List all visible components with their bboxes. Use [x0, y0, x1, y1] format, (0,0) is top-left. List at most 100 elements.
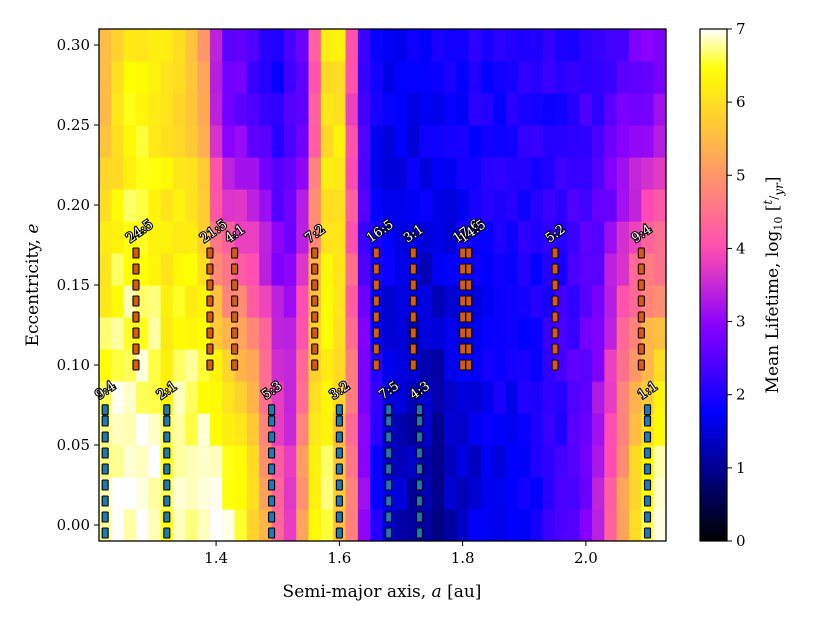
heatmap-cell [135, 413, 149, 446]
heatmap-cell [579, 285, 593, 318]
colorbar-tick-label: 5 [736, 166, 746, 184]
y-tick-label: 0.20 [57, 196, 90, 214]
heatmap-cell [407, 125, 421, 158]
heatmap-cell [185, 61, 199, 94]
heatmap-cell [530, 413, 544, 446]
heatmap-cell [320, 349, 334, 382]
heatmap-cell [345, 445, 359, 478]
resonance-marker [132, 263, 140, 275]
heatmap-cell [505, 381, 519, 414]
heatmap-cell [518, 189, 532, 222]
heatmap-cell [308, 445, 322, 478]
heatmap-cell [394, 221, 408, 254]
heatmap-cell [135, 381, 149, 414]
heatmap-cell [222, 477, 236, 510]
heatmap-cell [234, 349, 248, 382]
heatmap-cell [567, 253, 581, 286]
heatmap-cell [456, 413, 470, 446]
heatmap-cell [123, 413, 137, 446]
heatmap-cell [592, 253, 605, 286]
heatmap-cell [222, 253, 236, 286]
heatmap-cell [419, 61, 433, 94]
heatmap-cell [518, 509, 532, 541]
heatmap-cell [185, 253, 199, 286]
heatmap-cell [431, 29, 445, 62]
heatmap-cell [135, 477, 149, 510]
heatmap-cell [481, 93, 495, 126]
heatmap-cell [111, 29, 125, 62]
heatmap-cell [604, 221, 618, 254]
heatmap-cell [197, 157, 211, 190]
resonance-marker [409, 343, 417, 355]
heatmap-cell [271, 157, 285, 190]
heatmap-cell [148, 509, 162, 541]
resonance-marker [268, 431, 276, 443]
resonance-marker [409, 279, 417, 291]
heatmap-cell [579, 61, 593, 94]
heatmap-cell [592, 509, 605, 541]
heatmap-cell [246, 189, 260, 222]
heatmap-cell [468, 29, 482, 62]
resonance-marker [231, 247, 239, 259]
heatmap-cell [209, 189, 223, 222]
heatmap-cell [197, 413, 211, 446]
heatmap-cell [259, 61, 273, 94]
heatmap-cell [505, 317, 519, 350]
heatmap-cell [382, 157, 396, 190]
heatmap-cell [616, 317, 630, 350]
heatmap-cell [493, 157, 507, 190]
heatmap-cell [160, 221, 174, 254]
heatmap-cell [641, 93, 655, 126]
resonance-marker [231, 263, 239, 275]
heatmap-cell [641, 29, 655, 62]
heatmap-cell [382, 189, 396, 222]
heatmap-cell [185, 445, 199, 478]
resonance-marker [643, 415, 652, 427]
heatmap-cell [394, 189, 408, 222]
heatmap-cell [419, 317, 433, 350]
resonance-marker [163, 479, 171, 491]
heatmap-cell [555, 381, 568, 414]
heatmap-cell [641, 317, 655, 350]
heatmap-cell [641, 157, 655, 190]
heatmap-cell [653, 413, 666, 446]
heatmap-cell [99, 125, 112, 158]
heatmap-cell [616, 349, 630, 382]
heatmap-cell [629, 413, 642, 446]
heatmap-cell [653, 317, 666, 350]
resonance-marker [465, 263, 473, 275]
heatmap-cell [629, 93, 642, 126]
heatmap-cell [197, 93, 211, 126]
heatmap-cell [209, 93, 223, 126]
heatmap-cell [592, 381, 605, 414]
heatmap-cell [320, 509, 334, 541]
heatmap-cell [123, 445, 137, 478]
heatmap-cell [493, 477, 507, 510]
resonance-marker [268, 479, 276, 491]
heatmap-cell [259, 317, 273, 350]
heatmap-cell [468, 317, 482, 350]
heatmap-cell [99, 349, 112, 382]
heatmap-cell [567, 157, 581, 190]
heatmap-cell [604, 381, 618, 414]
heatmap-cell [123, 125, 137, 158]
heatmap-cell [320, 125, 334, 158]
heatmap-cell [123, 509, 137, 541]
heatmap-cell [197, 125, 211, 158]
heatmap-cell [468, 445, 482, 478]
heatmap-cell [407, 93, 421, 126]
heatmap-cell [135, 125, 149, 158]
heatmap-cell [222, 317, 236, 350]
heatmap-cell [370, 413, 384, 446]
heatmap-cell [320, 157, 334, 190]
heatmap-cell [592, 317, 605, 350]
heatmap-cell [653, 253, 666, 286]
heatmap-cell [530, 317, 544, 350]
heatmap-cell [160, 189, 174, 222]
heatmap-cell [641, 189, 655, 222]
heatmap-cell [283, 285, 297, 318]
heatmap-cell [419, 29, 433, 62]
heatmap-cell [394, 381, 408, 414]
heatmap-cell [493, 381, 507, 414]
heatmap-cell [123, 189, 137, 222]
